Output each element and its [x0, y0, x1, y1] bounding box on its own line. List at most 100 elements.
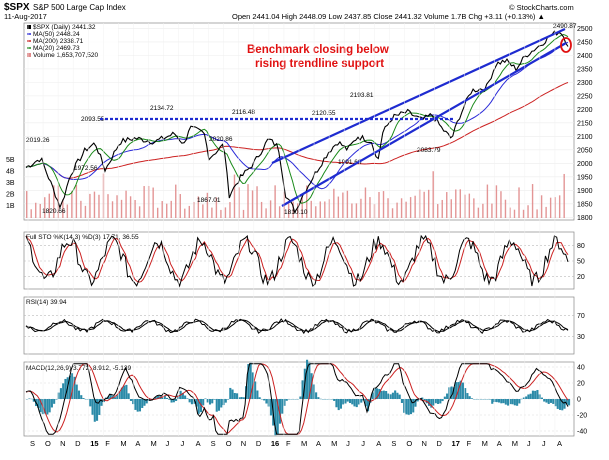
macd-hist-bar — [550, 399, 552, 403]
macd-tick-label: 20 — [577, 381, 585, 388]
price-point-label: 2120.55 — [312, 110, 336, 117]
volume-bar — [211, 208, 212, 218]
x-tick-label: O — [226, 439, 232, 448]
volume-bar — [26, 191, 27, 218]
volume-bar — [202, 204, 203, 218]
rsi-tick-label: 30 — [577, 334, 585, 341]
volume-bar — [356, 203, 357, 218]
macd-hist-bar — [527, 394, 529, 399]
volume-bar — [437, 204, 438, 218]
macd-hist-bar — [256, 391, 258, 399]
volume-bar — [460, 189, 461, 218]
volume-bar — [387, 198, 388, 218]
macd-hist-bar — [536, 390, 538, 399]
volume-bar — [270, 200, 271, 218]
volume-bar — [559, 195, 560, 218]
macd-hist-bar — [82, 398, 84, 399]
volume-bar — [80, 201, 81, 218]
macd-hist-bar — [385, 391, 387, 399]
volume-bar — [532, 184, 533, 218]
volume-bar — [220, 210, 221, 218]
x-tick-label: J — [361, 439, 365, 448]
macd-hist-bar — [317, 397, 319, 399]
volume-bar — [279, 206, 280, 218]
volume-bar — [35, 203, 36, 218]
volume-bar — [107, 194, 108, 218]
x-tick-label: N — [60, 439, 65, 448]
volume-bar — [496, 185, 497, 218]
sto-tick-label: 20 — [577, 274, 585, 281]
volume-bar — [505, 200, 506, 218]
macd-hist-bar — [213, 399, 215, 400]
macd-hist-bar — [315, 392, 317, 399]
price-point-label: 1972.56 — [74, 165, 98, 172]
price-tick-label: 2500 — [577, 26, 593, 33]
volume-bar — [134, 200, 135, 218]
volume-bar — [527, 205, 528, 218]
x-tick-label: D — [256, 439, 262, 448]
macd-hist-bar — [437, 399, 439, 404]
macd-hist-bar — [299, 397, 301, 399]
brand-logo: © StockCharts.com — [509, 3, 574, 12]
x-tick-label: M — [482, 439, 488, 448]
macd-hist-bar — [471, 398, 473, 399]
volume-bar — [563, 174, 564, 218]
volume-bar — [184, 209, 185, 218]
x-tick-label: S — [211, 439, 216, 448]
volume-bar — [125, 191, 126, 218]
volume-bar — [98, 195, 99, 218]
volume-bar — [40, 204, 41, 218]
macd-hist-bar — [191, 399, 193, 404]
header-ohlc: Open 2441.04 High 2448.09 Low 2437.85 Cl… — [232, 12, 545, 21]
macd-hist-bar — [125, 385, 127, 399]
price-point-label: 1867.01 — [197, 197, 221, 204]
volume-bar — [383, 191, 384, 218]
x-tick-label: 16 — [271, 439, 279, 448]
x-tick-label: A — [316, 439, 321, 448]
volume-bar — [347, 191, 348, 218]
x-tick-label: O — [45, 439, 51, 448]
macd-hist-bar — [545, 399, 547, 403]
volume-bar — [162, 201, 163, 218]
macd-hist-bar — [503, 399, 505, 403]
x-tick-label: J — [181, 439, 185, 448]
x-tick-label: A — [196, 439, 201, 448]
volume-bar — [423, 192, 424, 218]
volume-bar — [446, 192, 447, 218]
volume-bar — [545, 207, 546, 218]
volume-bar — [112, 201, 113, 218]
volume-bar — [311, 201, 312, 218]
volume-bar — [121, 200, 122, 218]
volume-bar — [396, 203, 397, 218]
volume-bar — [410, 197, 411, 218]
volume-bar — [482, 204, 483, 218]
volume-bar — [234, 175, 235, 218]
macd-hist-bar — [49, 399, 51, 412]
macd-hist-bar — [512, 399, 514, 404]
volume-bar — [523, 210, 524, 218]
macd-hist-bar — [76, 385, 78, 399]
macd-hist-bar — [396, 393, 398, 399]
price-tick-label: 2300 — [577, 80, 593, 87]
macd-hist-bar — [548, 399, 550, 404]
x-tick-label: J — [166, 439, 170, 448]
macd-hist-bar — [408, 399, 410, 415]
volume-bar — [175, 185, 176, 218]
volume-tick-label: 1B — [6, 203, 15, 210]
macd-hist-bar — [225, 399, 227, 403]
macd-hist-bar — [435, 399, 437, 403]
macd-hist-bar — [390, 394, 392, 399]
price-point-label: 1820.66 — [42, 208, 66, 215]
macd-hist-bar — [184, 396, 186, 399]
macd-hist-bar — [28, 398, 30, 399]
macd-hist-bar — [356, 399, 358, 407]
volume-bar — [487, 185, 488, 218]
x-tick-label: F — [467, 439, 472, 448]
volume-bar — [180, 194, 181, 218]
macd-tick-label: -20 — [577, 413, 587, 420]
macd-hist-bar — [552, 399, 554, 404]
macd-hist-bar — [55, 399, 57, 400]
